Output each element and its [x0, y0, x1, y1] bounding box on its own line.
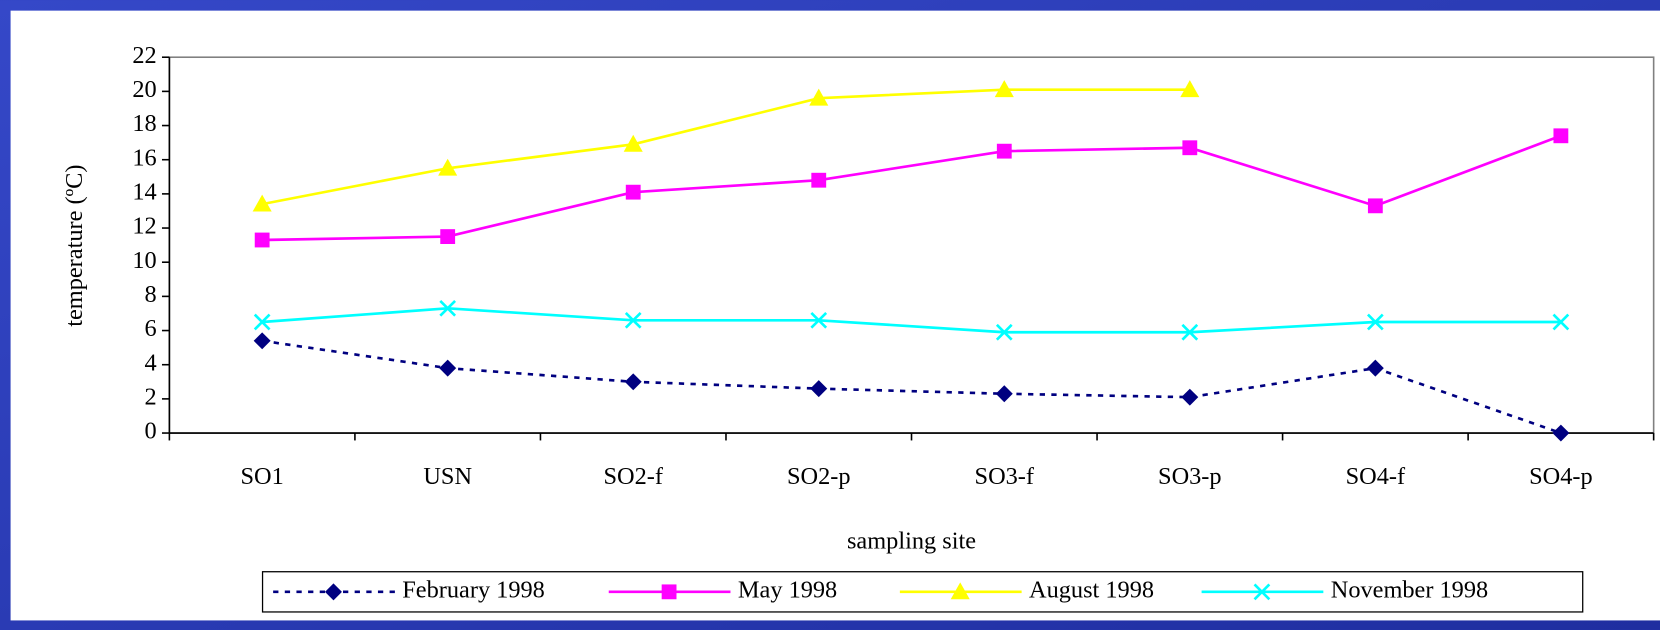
marker [623, 134, 643, 152]
y-tick-label: 0 [145, 418, 157, 445]
marker [1181, 388, 1199, 406]
legend-box [261, 571, 1584, 613]
y-tick-label: 2 [145, 383, 157, 410]
y-tick-label: 14 [132, 178, 156, 205]
x-axis-label: sampling site [847, 528, 976, 555]
marker [1180, 80, 1200, 98]
marker [253, 313, 271, 331]
legend-label: August 1998 [1029, 576, 1154, 603]
y-tick-label: 20 [132, 76, 156, 103]
marker [1182, 140, 1198, 156]
y-tick-label: 16 [132, 144, 156, 171]
marker [1367, 198, 1383, 214]
chart-area [10, 10, 1660, 621]
marker [438, 158, 458, 176]
marker [1366, 359, 1384, 377]
marker [996, 143, 1012, 159]
marker [1367, 313, 1384, 331]
marker [624, 311, 642, 329]
legend-marker [661, 584, 677, 600]
marker [811, 172, 827, 188]
legend-label: February 1998 [402, 576, 545, 603]
series-line [262, 307, 1561, 334]
x-tick-label: USN [423, 463, 472, 490]
y-tick-label: 4 [145, 349, 157, 376]
marker [1553, 128, 1569, 144]
x-tick-label: SO1 [241, 463, 284, 490]
series-line [262, 134, 1562, 242]
x-tick-label: SO3-f [975, 463, 1035, 490]
y-tick-label: 12 [132, 213, 156, 240]
marker [439, 299, 457, 317]
series-line [261, 88, 1190, 206]
legend-label: November 1998 [1331, 576, 1488, 603]
y-axis-label: temperature (ºC) [61, 165, 88, 327]
series-line [261, 339, 1562, 435]
x-tick-label: SO2-f [603, 463, 663, 490]
x-tick-label: SO4-p [1529, 463, 1593, 490]
y-tick-label: 8 [145, 281, 157, 308]
marker [625, 184, 641, 200]
marker [810, 311, 828, 329]
marker [995, 385, 1013, 403]
legend-marker [1253, 583, 1271, 601]
x-tick-label: SO3-p [1158, 463, 1222, 490]
marker [809, 88, 829, 106]
y-tick-label: 18 [132, 110, 156, 137]
marker [440, 229, 456, 244]
marker [1552, 313, 1570, 331]
legend-marker [950, 582, 970, 600]
legend-label: May 1998 [738, 576, 837, 603]
y-tick-label: 10 [132, 247, 156, 274]
marker [995, 323, 1013, 341]
y-tick-label: 6 [145, 315, 157, 342]
marker [1181, 323, 1199, 341]
marker [994, 80, 1014, 98]
marker [252, 194, 272, 212]
x-tick-label: SO2-p [787, 463, 851, 490]
y-tick-label: 22 [132, 42, 156, 69]
marker [254, 232, 270, 248]
x-tick-label: SO4-f [1346, 463, 1406, 490]
